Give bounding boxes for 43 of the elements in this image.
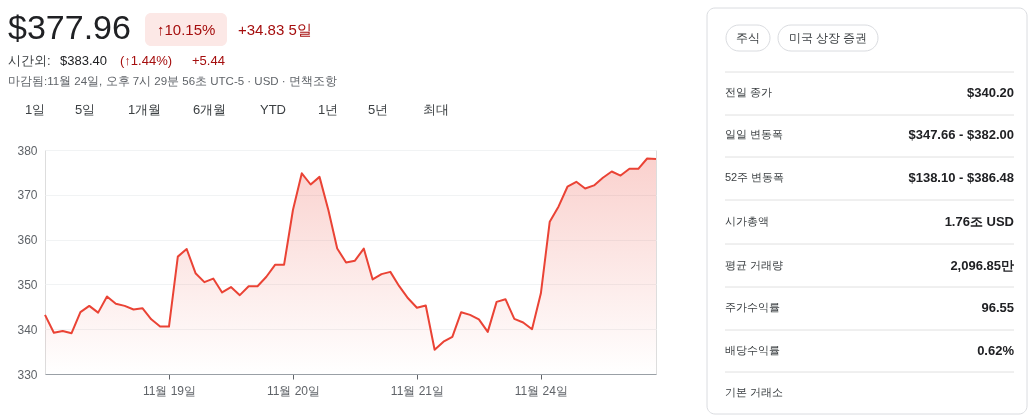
text: 시가총액	[725, 215, 769, 227]
text: ↑10.15%	[157, 21, 216, 38]
y-tick-label: 370	[17, 188, 38, 203]
text: 1.76조 USD	[944, 214, 1014, 229]
text: 일일 변동폭	[725, 128, 784, 140]
y-tick-label: 340	[17, 322, 38, 337]
text: 배당수익률	[725, 344, 780, 356]
chart-subtitle: 마감됨:11월 24일, 오후 7시 29분 56초 UTC-5 · USD · 면책조항	[8, 75, 337, 87]
text: YTD	[260, 102, 286, 117]
text: 평균 거래량	[725, 259, 784, 271]
y-tick-label: 360	[17, 233, 38, 248]
text: 5일	[75, 102, 96, 117]
text: 기본 거래소	[725, 386, 784, 398]
chart-title: $377.96	[8, 8, 131, 46]
text: $340.20	[967, 85, 1014, 100]
x-tick-label: 11월 24일	[514, 383, 568, 398]
text: $383.40	[60, 53, 107, 68]
text: +34.83 5일	[238, 21, 312, 38]
text: 주식	[736, 31, 760, 45]
y-tick-label: 350	[17, 277, 38, 292]
text: (↑1.44%)	[120, 53, 173, 68]
x-tick-label: 11월 20일	[266, 383, 321, 398]
y-tick-label: 380	[17, 143, 38, 158]
text: 2,096.85만	[950, 258, 1014, 273]
text: 주가수익률	[725, 301, 780, 313]
text: 0.62%	[977, 343, 1015, 358]
text: 1개월	[128, 102, 162, 117]
text: $138.10 - $386.48	[908, 170, 1014, 185]
text: 미국 상장 증권	[788, 31, 868, 45]
text: 5년	[368, 102, 389, 117]
x-tick-label: 11월 21일	[390, 383, 444, 398]
x-tick-label: 11월 19일	[142, 383, 197, 398]
text: +5.44	[192, 53, 225, 68]
text: 96.55	[981, 300, 1014, 315]
text: 1년	[318, 102, 339, 117]
text: 최대	[423, 102, 449, 117]
text: 6개월	[193, 102, 227, 117]
text: $347.66 - $382.00	[908, 127, 1014, 142]
text: 1일	[25, 102, 46, 117]
text: 전일 종가	[725, 86, 773, 98]
text: 52주 변동폭	[725, 171, 785, 183]
y-tick-label: 330	[17, 367, 38, 382]
text: 시간외:	[8, 53, 51, 68]
